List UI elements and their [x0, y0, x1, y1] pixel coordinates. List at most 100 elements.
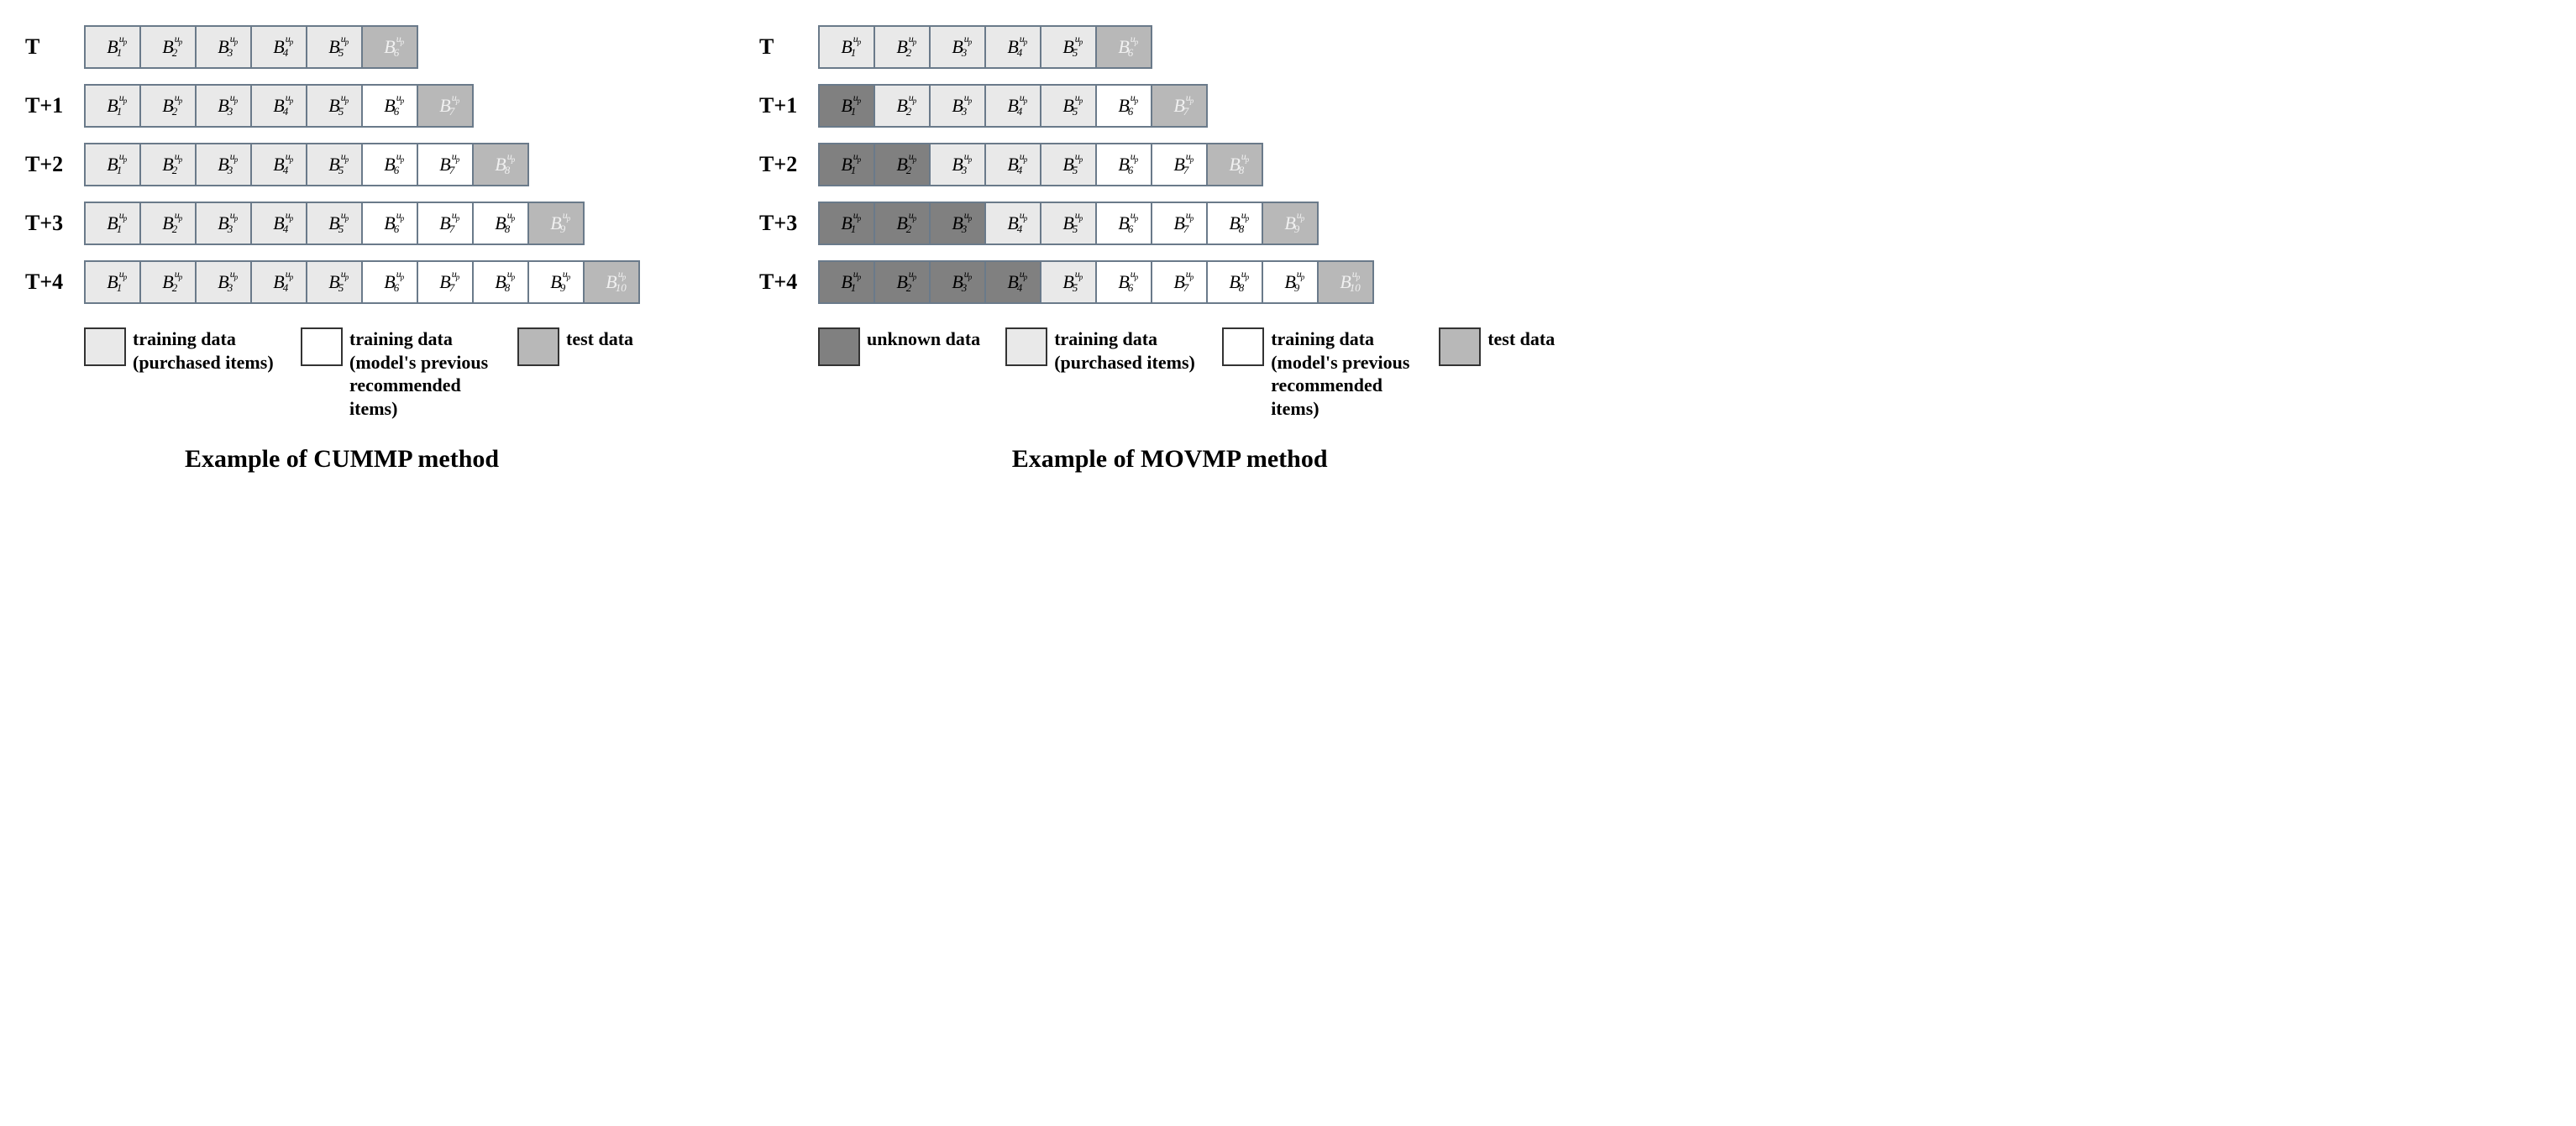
cummp-legend: training data (purchased items) training …: [84, 327, 658, 428]
cell-purchased: B2up: [139, 84, 197, 128]
cell-purchased: B4up: [984, 25, 1041, 69]
cell-test: B6up: [361, 25, 418, 69]
cell-purchased: B5up: [306, 260, 363, 304]
cell-purchased: B2up: [874, 84, 931, 128]
cell-purchased: B5up: [306, 202, 363, 245]
row: T+2B1upB2upB3upB4upB5upB6upB7upB8up: [759, 143, 1580, 186]
cell-unknown: B1up: [818, 202, 875, 245]
cell-purchased: B5up: [1040, 84, 1097, 128]
cell-unknown: B4up: [984, 260, 1041, 304]
cell-purchased: B3up: [195, 25, 252, 69]
row: T+1B1upB2upB3upB4upB5upB6upB7up: [25, 84, 658, 128]
cell-purchased: B1up: [84, 84, 141, 128]
legend-label: training data (purchased items): [1054, 327, 1197, 374]
cell-recommended: B7up: [1151, 202, 1208, 245]
movmp-block: TB1upB2upB3upB4upB5upB6upT+1B1upB2upB3up…: [759, 25, 1580, 474]
row: T+1B1upB2upB3upB4upB5upB6upB7up: [759, 84, 1580, 128]
cell-purchased: B3up: [195, 260, 252, 304]
movmp-legend: unknown data training data (purchased ite…: [818, 327, 1580, 428]
row-label: T+1: [759, 93, 818, 118]
cell-purchased: B4up: [250, 202, 307, 245]
cell-recommended: B7up: [1151, 260, 1208, 304]
cell-unknown: B1up: [818, 84, 875, 128]
row-label: T+3: [759, 211, 818, 236]
cell-purchased: B4up: [250, 25, 307, 69]
cell-recommended: B7up: [1151, 143, 1208, 186]
row: TB1upB2upB3upB4upB5upB6up: [25, 25, 658, 69]
cell-purchased: B4up: [984, 143, 1041, 186]
row-label: T+4: [25, 270, 84, 295]
cell-purchased: B5up: [306, 143, 363, 186]
row: TB1upB2upB3upB4upB5upB6up: [759, 25, 1580, 69]
cell-purchased: B3up: [929, 143, 986, 186]
row-label: T+2: [25, 152, 84, 177]
legend-label: test data: [566, 327, 633, 351]
row: T+3B1upB2upB3upB4upB5upB6upB7upB8upB9up: [25, 202, 658, 245]
cell-purchased: B3up: [929, 25, 986, 69]
cell-recommended: B7up: [417, 202, 474, 245]
legend-swatch: [84, 327, 126, 366]
cell-unknown: B3up: [929, 260, 986, 304]
legend-swatch: [301, 327, 343, 366]
row: T+4B1upB2upB3upB4upB5upB6upB7upB8upB9upB…: [759, 260, 1580, 304]
cell-recommended: B8up: [472, 260, 529, 304]
cell-recommended: B8up: [472, 202, 529, 245]
cell-purchased: B4up: [984, 84, 1041, 128]
cell-test: B7up: [1151, 84, 1208, 128]
row-label: T+2: [759, 152, 818, 177]
cell-purchased: B5up: [1040, 25, 1097, 69]
cell-purchased: B5up: [306, 84, 363, 128]
cell-purchased: B3up: [929, 84, 986, 128]
cell-purchased: B1up: [84, 25, 141, 69]
cell-purchased: B5up: [1040, 143, 1097, 186]
legend-item-purchased: training data (purchased items): [1005, 327, 1197, 420]
cell-purchased: B2up: [139, 260, 197, 304]
row: T+3B1upB2upB3upB4upB5upB6upB7upB8upB9up: [759, 202, 1580, 245]
cell-test: B7up: [417, 84, 474, 128]
cell-recommended: B7up: [417, 143, 474, 186]
legend-swatch: [818, 327, 860, 366]
row-label: T+1: [25, 93, 84, 118]
legend-item-test: test data: [517, 327, 633, 420]
legend-item-unknown: unknown data: [818, 327, 980, 420]
legend-swatch: [1439, 327, 1481, 366]
cell-purchased: B1up: [818, 25, 875, 69]
cell-recommended: B6up: [361, 84, 418, 128]
cell-unknown: B2up: [874, 143, 931, 186]
cell-purchased: B2up: [139, 25, 197, 69]
cell-purchased: B3up: [195, 202, 252, 245]
cell-recommended: B6up: [361, 260, 418, 304]
cell-test: B8up: [1206, 143, 1263, 186]
legend-item-recommended: training data (model's previous recommen…: [1222, 327, 1414, 420]
legend-label: test data: [1487, 327, 1555, 351]
legend-label: training data (model's previous recommen…: [1271, 327, 1414, 420]
cell-recommended: B7up: [417, 260, 474, 304]
movmp-title: Example of MOVMP method: [759, 445, 1580, 474]
cell-test: B8up: [472, 143, 529, 186]
cell-purchased: B3up: [195, 84, 252, 128]
cell-purchased: B2up: [139, 143, 197, 186]
legend-label: training data (purchased items): [133, 327, 275, 374]
diagram-container: TB1upB2upB3upB4upB5upB6upT+1B1upB2upB3up…: [25, 25, 2551, 474]
cummp-title: Example of CUMMP method: [25, 445, 658, 474]
cell-recommended: B8up: [1206, 260, 1263, 304]
cell-unknown: B1up: [818, 260, 875, 304]
cummp-block: TB1upB2upB3upB4upB5upB6upT+1B1upB2upB3up…: [25, 25, 658, 474]
cell-purchased: B5up: [306, 25, 363, 69]
cell-purchased: B5up: [1040, 260, 1097, 304]
row-label: T: [25, 34, 84, 60]
row: T+2B1upB2upB3upB4upB5upB6upB7upB8up: [25, 143, 658, 186]
legend-item-purchased: training data (purchased items): [84, 327, 275, 420]
cell-test: B9up: [527, 202, 585, 245]
cell-purchased: B1up: [84, 260, 141, 304]
legend-swatch: [517, 327, 559, 366]
cell-test: B9up: [1262, 202, 1319, 245]
legend-label: training data (model's previous recommen…: [349, 327, 492, 420]
cell-recommended: B9up: [1262, 260, 1319, 304]
cell-purchased: B3up: [195, 143, 252, 186]
cell-unknown: B1up: [818, 143, 875, 186]
row-label: T+4: [759, 270, 818, 295]
cell-unknown: B2up: [874, 202, 931, 245]
row-label: T: [759, 34, 818, 60]
cell-purchased: B4up: [250, 143, 307, 186]
